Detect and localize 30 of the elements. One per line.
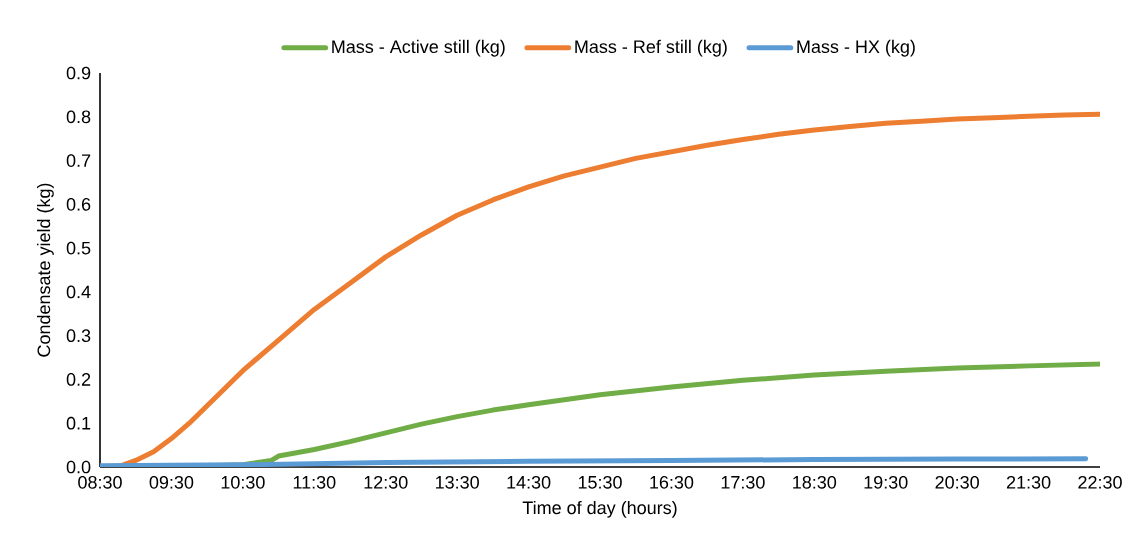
x-tick-label: 19:30 xyxy=(864,475,908,489)
legend-label: Mass - Active still (kg) xyxy=(332,39,505,57)
x-tick-label: 13:30 xyxy=(436,475,479,489)
x-tick-label: 16:30 xyxy=(650,475,694,489)
y-tick-label: 0.3 xyxy=(66,329,91,343)
legend-label: Mass - HX (kg) xyxy=(797,39,915,57)
y-tick-label: 0.7 xyxy=(66,154,91,167)
x-tick-label: 09:30 xyxy=(149,475,194,489)
y-tick-label: 0.6 xyxy=(66,197,91,211)
x-tick-label: 15:30 xyxy=(578,475,622,489)
y-tick-label: 0.4 xyxy=(66,285,91,299)
y-tick-label: 0.5 xyxy=(66,241,91,255)
x-axis-title: Time of day (hours) xyxy=(522,500,677,518)
x-tick-label: 10:30 xyxy=(221,475,265,489)
y-tick-label: 0.0 xyxy=(66,460,91,474)
x-tick-label: 14:30 xyxy=(507,475,551,489)
x-tick-label: 11:30 xyxy=(293,475,336,489)
x-tick-label: 20:30 xyxy=(935,475,979,489)
y-tick-label: 0.2 xyxy=(66,373,91,386)
y-tick-label: 0.1 xyxy=(66,416,91,430)
x-tick-label: 21:30 xyxy=(1006,475,1051,489)
y-tick-label: 0.8 xyxy=(66,110,91,124)
legend-label: Mass - Ref still (kg) xyxy=(575,39,727,57)
x-tick-label: 12:30 xyxy=(364,475,408,489)
x-tick-label: 22:30 xyxy=(1078,475,1122,489)
y-axis-title: Condensate yield (kg) xyxy=(37,183,54,357)
x-tick-label: 08:30 xyxy=(78,475,122,489)
x-tick-label: 17:30 xyxy=(721,475,765,489)
x-tick-label: 18:30 xyxy=(793,475,837,489)
y-tick-label: 0.9 xyxy=(66,66,91,80)
